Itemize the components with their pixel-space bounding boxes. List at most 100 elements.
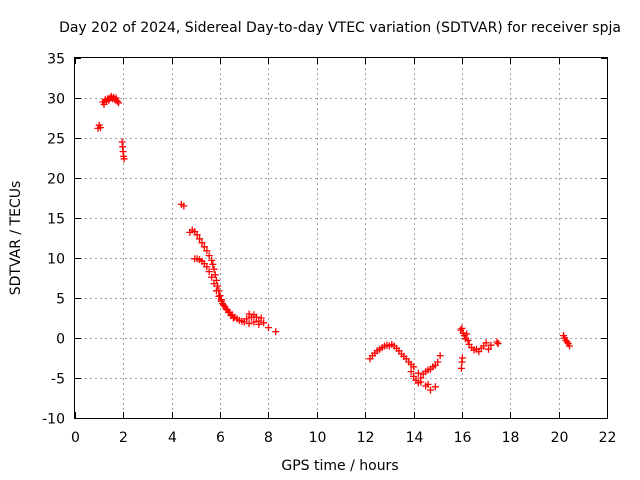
y-tick-label: 0 [56,332,65,348]
data-point [220,301,228,309]
x-tick-label: 8 [264,430,273,446]
data-point [193,231,201,239]
y-tick-label: -10 [42,412,65,428]
data-point [487,341,495,349]
y-tick-label: 20 [47,172,65,188]
x-tick-labels: 0 2 4 6 8 10 12 14 16 18 20 22 [71,430,616,446]
series-segment-6 [191,255,237,322]
y-tick-label: 5 [56,292,65,308]
x-tick-label: 4 [168,430,177,446]
data-point [424,380,432,388]
chart-title: Day 202 of 2024, Sidereal Day-to-day VTE… [59,20,621,36]
series-segment-9 [407,352,444,394]
data-point [264,324,272,332]
x-axis-label: GPS time / hours [281,458,398,474]
data-point [180,202,188,210]
data-point [208,273,216,281]
data-point [198,239,206,247]
data-point [458,354,466,362]
data-point [260,319,268,327]
series-segment-4 [177,200,188,210]
x-tick-label: 0 [71,430,80,446]
data-point [205,268,213,276]
data-point [214,282,222,290]
data-point [209,260,217,268]
data-point [250,318,258,326]
data-point [410,363,418,371]
y-tick-label: 25 [47,132,65,148]
y-tick-label: 35 [47,52,65,68]
y-axis-label: SDTVAR / TECUs [8,181,24,296]
data-point [485,345,493,353]
data-point [217,297,225,305]
y-tick-label: 30 [47,92,65,108]
x-tick-label: 6 [216,430,225,446]
data-point [434,358,442,366]
y-tick-label: -5 [51,372,65,388]
data-point [414,369,422,377]
series-segment-2 [99,92,123,108]
data-point [208,256,216,264]
data-point [436,352,444,360]
y-tick-label: 10 [47,252,65,268]
x-tick-label: 14 [406,430,424,446]
x-tick-label: 20 [551,430,569,446]
data-point [407,368,415,376]
series-segment-11 [559,332,574,350]
data-point [410,372,418,380]
x-tick-label: 18 [502,430,520,446]
series-segment-3 [118,138,128,163]
data-point [250,311,258,319]
y-tick-label: 15 [47,212,65,228]
x-tick-label: 22 [599,430,617,446]
series-segment-1 [94,121,104,132]
data-point [203,263,211,271]
data-point [255,320,263,328]
plot-frame [74,57,608,419]
data-point [205,252,213,260]
data-point [96,124,104,132]
data-point [120,155,128,163]
y-tick-labels: -10 -5 0 5 10 15 20 25 30 35 [42,52,65,428]
data-point [203,247,211,255]
data-point [431,383,439,391]
series-segment-5 [186,226,248,326]
data-point [211,271,219,279]
series-segment-10 [457,324,502,372]
axis-ticks [75,58,608,419]
data-point [210,280,218,288]
data-point [257,314,265,322]
data-point [457,364,465,372]
data-point [229,314,237,322]
x-tick-label: 10 [309,430,327,446]
data-point [417,378,425,386]
data-point [482,339,490,347]
x-tick-label: 2 [119,430,128,446]
data-point [463,330,471,338]
data-points [94,92,574,394]
data-point [243,315,251,323]
data-point [494,340,502,348]
data-point [566,342,574,350]
series-segment-8 [366,340,418,371]
data-point [112,94,120,102]
data-point [563,338,571,346]
data-point [245,320,253,328]
data-point [212,287,220,295]
data-point [210,265,218,273]
grid [75,58,607,418]
data-point [115,99,123,107]
data-point [493,338,501,346]
x-tick-label: 12 [357,430,375,446]
data-point [272,328,280,336]
data-point [113,97,121,105]
data-point [458,324,466,332]
data-point [196,235,204,243]
data-point [426,386,434,394]
data-point [464,336,472,344]
data-point [200,243,208,251]
data-point [215,292,223,300]
data-point [216,292,224,300]
series-segment-7 [243,310,280,336]
